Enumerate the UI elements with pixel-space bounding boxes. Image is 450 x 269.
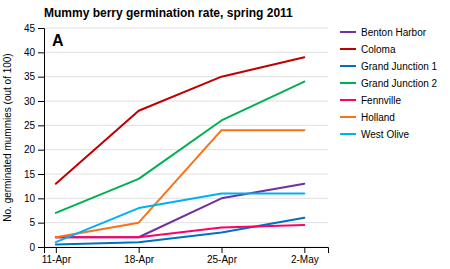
grid <box>44 28 328 247</box>
grid-line <box>44 174 328 175</box>
tick-mark <box>38 174 44 175</box>
legend-swatch <box>340 116 356 118</box>
legend-label: West Olive <box>361 129 410 140</box>
legend: Benton Harbor Coloma Grand Junction 1 Grand… <box>340 27 438 140</box>
y-axis-title: No. germinated mummies (out of 100) <box>2 53 13 221</box>
tick-label: 25-Apr <box>207 254 238 265</box>
tick-label: 45 <box>24 23 36 34</box>
grid-line <box>44 198 328 199</box>
grid-line <box>44 28 328 29</box>
tick-mark <box>139 247 140 253</box>
tick-label: 25 <box>24 120 36 131</box>
legend-swatch <box>340 48 356 50</box>
legend-item: Coloma <box>340 44 396 55</box>
y-tick: 15 <box>24 169 44 180</box>
series-line <box>56 193 305 242</box>
tick-mark <box>38 198 44 199</box>
legend-item: Grand Junction 2 <box>340 78 438 89</box>
legend-label: Coloma <box>361 44 396 55</box>
tick-label: 10 <box>24 193 36 204</box>
y-tick: 5 <box>29 217 44 228</box>
y-tick: 10 <box>24 193 44 204</box>
grid-line <box>44 101 328 102</box>
axis-line <box>38 29 45 248</box>
legend-swatch <box>340 82 356 84</box>
tick-label: 30 <box>24 96 36 107</box>
series-line <box>56 57 305 184</box>
tick-label: 15 <box>24 169 36 180</box>
x-axis: 11-Apr 18-Apr 25-Apr 2-May <box>42 247 329 265</box>
lines <box>56 57 305 244</box>
legend-label: Holland <box>361 112 395 123</box>
legend-swatch <box>340 99 356 101</box>
tick-label: 20 <box>24 144 36 155</box>
legend-label: Fennville <box>361 95 401 106</box>
legend-item: Benton Harbor <box>340 27 427 38</box>
legend-label: Benton Harbor <box>361 27 427 38</box>
tick-mark <box>38 125 44 126</box>
tick-label: 2-May <box>291 254 319 265</box>
y-tick: 25 <box>24 120 44 131</box>
chart: 11-Apr 18-Apr 25-Apr 2-May 0 5 10 15 20 25 30 35 40 4… <box>0 0 450 269</box>
x-tick: 2-May <box>291 247 319 265</box>
tick-mark <box>38 150 44 151</box>
tick-mark <box>38 223 44 224</box>
grid-line <box>44 149 328 150</box>
tick-label: 11-Apr <box>42 254 72 265</box>
grid-line <box>44 76 328 77</box>
tick-label: 18-Apr <box>124 254 155 265</box>
y-tick: 40 <box>24 47 44 58</box>
x-tick: 11-Apr <box>42 247 72 265</box>
grid-line <box>44 52 328 53</box>
legend-label: Grand Junction 2 <box>361 78 438 89</box>
series-line <box>56 184 305 238</box>
legend-swatch <box>340 65 356 67</box>
x-tick: 18-Apr <box>124 247 155 265</box>
annotation: A <box>52 32 64 49</box>
legend-swatch <box>340 31 356 33</box>
y-tick: 20 <box>24 144 44 155</box>
grid-line <box>44 222 328 223</box>
tick-mark <box>38 52 44 53</box>
tick-mark <box>38 247 44 248</box>
grid-line <box>44 125 328 126</box>
tick-mark <box>56 247 57 253</box>
tick-label: 0 <box>29 242 35 253</box>
tick-label: 35 <box>24 71 36 82</box>
plot-area: 11-Apr 18-Apr 25-Apr 2-May 0 5 10 15 20 25 30 35 40 4… <box>24 23 329 265</box>
tick-mark <box>38 101 44 102</box>
series-line <box>56 130 305 237</box>
legend-item: Grand Junction 1 <box>340 61 438 72</box>
y-tick: 30 <box>24 96 44 107</box>
y-tick: 0 <box>29 242 44 253</box>
axis-line <box>45 248 329 254</box>
tick-mark <box>38 77 44 78</box>
x-tick: 25-Apr <box>207 247 238 265</box>
tick-mark <box>304 247 305 253</box>
legend-item: Holland <box>340 112 395 123</box>
tick-mark <box>38 28 44 29</box>
legend-item: Fennville <box>340 95 401 106</box>
legend-label: Grand Junction 1 <box>361 61 438 72</box>
y-tick: 35 <box>24 71 44 82</box>
y-tick: 45 <box>24 23 44 34</box>
legend-swatch <box>340 133 356 135</box>
tick-label: 40 <box>24 47 36 58</box>
tick-mark <box>222 247 223 253</box>
title: Mummy berry germination rate, spring 201… <box>44 6 293 20</box>
tick-label: 5 <box>29 217 35 228</box>
y-axis: 0 5 10 15 20 25 30 35 40 45 <box>24 23 45 253</box>
legend-item: West Olive <box>340 129 410 140</box>
